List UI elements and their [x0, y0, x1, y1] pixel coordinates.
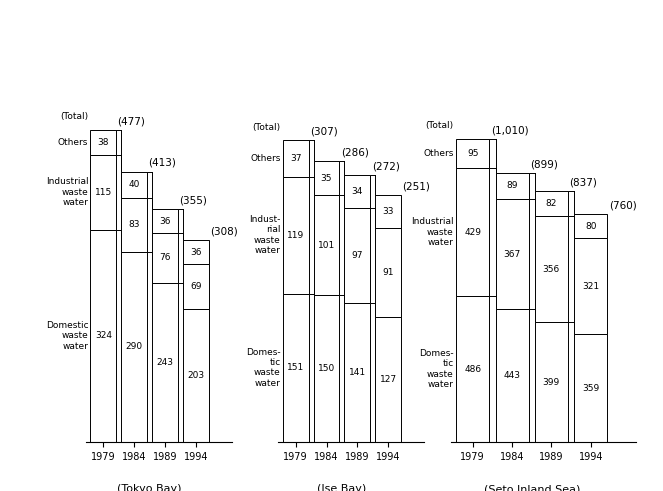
Text: 91: 91 — [383, 268, 394, 277]
Text: Domes-
tic
waste
water: Domes- tic waste water — [246, 348, 280, 388]
Bar — [152, 210, 178, 233]
Bar — [345, 303, 371, 442]
Text: 324: 324 — [95, 331, 112, 340]
Text: Industrial
waste
water: Industrial waste water — [411, 217, 453, 247]
Text: (760): (760) — [609, 201, 636, 211]
Text: 34: 34 — [352, 187, 363, 196]
Text: 36: 36 — [159, 217, 171, 226]
Text: (Total): (Total) — [60, 112, 88, 121]
Text: 203: 203 — [188, 371, 205, 380]
Text: 35: 35 — [321, 174, 332, 183]
Text: 367: 367 — [503, 250, 520, 259]
Text: 321: 321 — [582, 282, 599, 291]
Text: (413): (413) — [149, 158, 176, 168]
Bar — [574, 238, 607, 334]
Bar — [456, 168, 489, 296]
Text: 37: 37 — [290, 154, 302, 163]
Text: 429: 429 — [464, 227, 481, 237]
Bar — [121, 198, 147, 252]
Bar — [90, 230, 116, 442]
Text: (837): (837) — [570, 178, 597, 188]
Bar — [282, 177, 308, 294]
Bar — [535, 323, 568, 442]
Bar — [495, 199, 528, 309]
Text: 95: 95 — [467, 149, 479, 158]
Bar — [90, 130, 116, 155]
Text: 359: 359 — [582, 383, 599, 393]
Text: 356: 356 — [543, 265, 560, 273]
Text: Others: Others — [58, 137, 88, 146]
Text: (Ise Bay): (Ise Bay) — [318, 484, 367, 491]
Text: (355): (355) — [180, 196, 208, 206]
Text: (Tokyo Bay): (Tokyo Bay) — [117, 484, 182, 491]
Bar — [282, 294, 308, 442]
Bar — [152, 283, 178, 442]
Bar — [495, 172, 528, 199]
Text: 243: 243 — [156, 358, 174, 367]
Bar — [314, 195, 339, 295]
Text: 151: 151 — [287, 363, 304, 372]
Text: (Total): (Total) — [253, 123, 280, 132]
Bar — [535, 191, 568, 216]
Text: Industrial
waste
water: Industrial waste water — [46, 177, 88, 207]
Text: 290: 290 — [126, 343, 143, 352]
Bar — [495, 309, 528, 442]
Bar — [314, 161, 339, 195]
Text: 150: 150 — [318, 364, 335, 373]
Text: Domestic
waste
water: Domestic waste water — [46, 321, 88, 351]
Bar — [314, 295, 339, 442]
Text: 89: 89 — [507, 181, 518, 191]
Text: 119: 119 — [287, 231, 304, 240]
Bar — [152, 233, 178, 283]
Bar — [183, 309, 209, 442]
Text: 40: 40 — [129, 180, 140, 189]
Bar — [535, 216, 568, 323]
Bar — [345, 175, 371, 208]
Bar — [375, 317, 401, 442]
Text: 76: 76 — [159, 253, 171, 262]
Text: (308): (308) — [210, 227, 238, 237]
Bar — [375, 228, 401, 317]
Text: 399: 399 — [543, 378, 560, 386]
Bar — [90, 155, 116, 230]
Text: 443: 443 — [503, 371, 520, 380]
Text: (286): (286) — [341, 147, 369, 158]
Text: (251): (251) — [402, 182, 430, 192]
Text: Others: Others — [250, 154, 280, 163]
Text: Indust-
rial
waste
water: Indust- rial waste water — [249, 215, 280, 255]
Bar — [183, 264, 209, 309]
Text: 97: 97 — [351, 251, 363, 260]
Text: 127: 127 — [380, 375, 397, 384]
Bar — [121, 171, 147, 198]
Text: (477): (477) — [117, 116, 145, 126]
Text: 69: 69 — [190, 282, 202, 291]
Bar — [183, 240, 209, 264]
Text: 115: 115 — [95, 188, 112, 196]
Text: 38: 38 — [97, 137, 109, 146]
Text: 141: 141 — [349, 368, 366, 377]
Text: 80: 80 — [585, 222, 597, 231]
Bar — [574, 214, 607, 238]
Bar — [456, 296, 489, 442]
Text: (1,010): (1,010) — [491, 126, 528, 136]
Text: 82: 82 — [546, 199, 557, 208]
Text: (Seto Inland Sea): (Seto Inland Sea) — [483, 484, 580, 491]
Text: Others: Others — [423, 149, 453, 158]
Bar — [282, 140, 308, 177]
Bar — [345, 208, 371, 303]
Bar — [121, 252, 147, 442]
Text: 83: 83 — [129, 220, 140, 229]
Text: Domes-
tic
waste
water: Domes- tic waste water — [419, 349, 453, 389]
Bar — [456, 139, 489, 168]
Bar — [574, 334, 607, 442]
Text: (899): (899) — [530, 159, 558, 169]
Text: 33: 33 — [383, 207, 394, 216]
Text: 36: 36 — [190, 247, 202, 256]
Text: 101: 101 — [318, 241, 335, 249]
Text: (Total): (Total) — [426, 121, 453, 131]
Text: 486: 486 — [464, 365, 481, 374]
Text: (307): (307) — [310, 127, 337, 137]
Bar — [375, 195, 401, 228]
Text: (272): (272) — [372, 161, 400, 171]
